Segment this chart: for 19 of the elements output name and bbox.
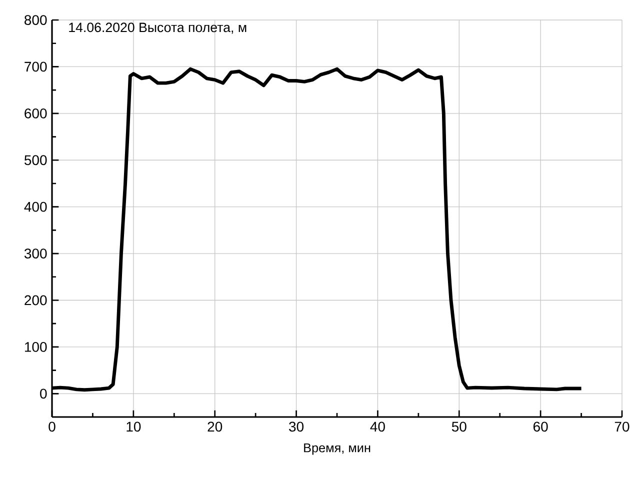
x-tick-label: 0 xyxy=(48,422,56,432)
y-tick-label: 100 xyxy=(25,342,47,352)
y-tick-label: 800 xyxy=(24,15,47,25)
x-tick-label: 60 xyxy=(533,422,548,432)
x-axis-title: Время, мин xyxy=(304,443,370,455)
x-tick-label: 40 xyxy=(370,422,385,432)
x-tick-label: 70 xyxy=(614,422,630,432)
x-tick-label: 20 xyxy=(208,422,222,432)
y-tick-label: 500 xyxy=(24,155,47,166)
x-tick-label: 10 xyxy=(126,422,141,432)
y-tick-label: 600 xyxy=(24,108,47,118)
x-tick-label: 30 xyxy=(289,422,304,432)
y-tick-label: 400 xyxy=(24,202,47,212)
y-tick-label: 700 xyxy=(24,62,47,72)
y-tick-label: 200 xyxy=(24,295,47,306)
x-tick-label: 50 xyxy=(452,422,466,432)
chart-title: 14.06.2020 Высота полета, м xyxy=(69,22,246,34)
y-tick-label: 0 xyxy=(40,388,47,399)
y-tick-label: 300 xyxy=(24,248,47,258)
